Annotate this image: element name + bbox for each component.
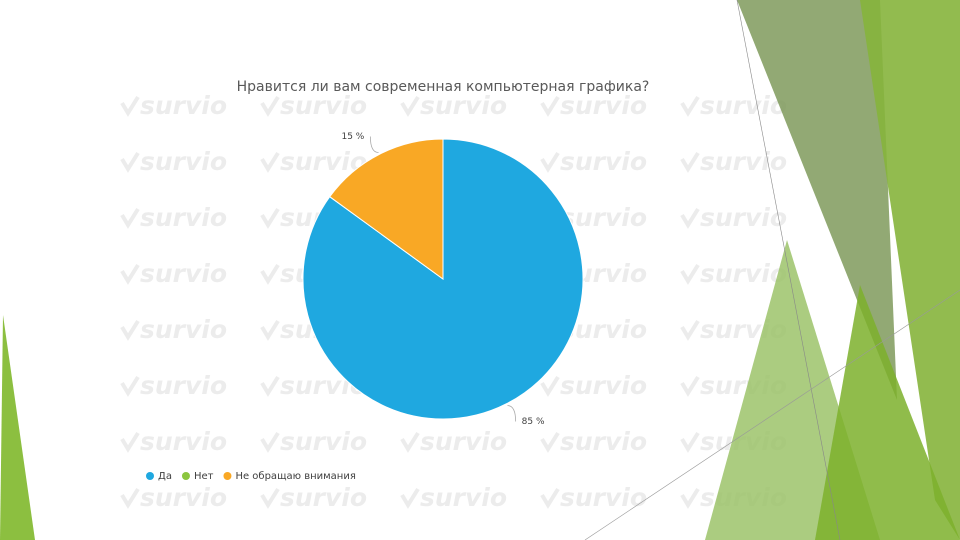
watermark-check bbox=[680, 151, 700, 173]
watermark-check bbox=[260, 151, 280, 173]
triangle bbox=[0, 315, 35, 540]
watermark-text: survio bbox=[140, 427, 227, 456]
watermark-check bbox=[680, 375, 700, 397]
pie-slice bbox=[329, 138, 444, 280]
watermark-text: survio bbox=[140, 371, 227, 400]
watermark-check bbox=[400, 95, 420, 117]
watermark-text: survio bbox=[700, 203, 787, 232]
thin-line bbox=[736, 0, 841, 540]
watermark-check bbox=[120, 207, 140, 229]
watermark-text: survio bbox=[700, 91, 787, 120]
watermark-text: survio bbox=[280, 91, 367, 120]
watermark-check bbox=[540, 375, 560, 397]
watermark-check bbox=[120, 319, 140, 341]
legend-marker bbox=[146, 472, 154, 480]
watermark-check bbox=[260, 95, 280, 117]
watermark-check bbox=[540, 95, 560, 117]
watermark-text: survio bbox=[280, 147, 367, 176]
chart: Нравится ли вам современная компьютерная… bbox=[146, 79, 649, 482]
legend-label: Да bbox=[158, 471, 172, 482]
watermark-check bbox=[260, 319, 280, 341]
watermark-check bbox=[260, 487, 280, 509]
watermark-text: survio bbox=[140, 147, 227, 176]
watermark-check bbox=[540, 431, 560, 453]
data-label: 15 % bbox=[341, 132, 364, 142]
legend-marker bbox=[223, 472, 232, 480]
watermark-text: survio bbox=[560, 147, 647, 176]
watermark-text: survio bbox=[560, 371, 647, 400]
watermark-check bbox=[120, 263, 140, 285]
watermark-check bbox=[400, 487, 420, 509]
watermark-check bbox=[680, 319, 700, 341]
watermark-text: survio bbox=[140, 203, 227, 232]
leader-line bbox=[507, 405, 517, 422]
watermark-check bbox=[120, 151, 140, 173]
watermark-check bbox=[680, 263, 700, 285]
watermark-check bbox=[260, 375, 280, 397]
watermark-check bbox=[120, 95, 140, 117]
watermark-check bbox=[400, 431, 420, 453]
watermark-text: survio bbox=[560, 203, 647, 232]
watermark-check bbox=[260, 431, 280, 453]
chart-title: Нравится ли вам современная компьютерная… bbox=[237, 79, 650, 95]
watermark-check bbox=[120, 487, 140, 509]
watermark-text: survio bbox=[420, 91, 507, 120]
watermark-check bbox=[540, 151, 560, 173]
triangle bbox=[815, 285, 960, 540]
data-label: 85 % bbox=[522, 417, 545, 427]
watermark-text: survio bbox=[560, 483, 647, 512]
legend-label: Нет bbox=[194, 471, 214, 482]
watermark-check bbox=[540, 487, 560, 509]
watermark-check bbox=[680, 431, 700, 453]
legend-marker bbox=[181, 472, 190, 480]
watermark-text: survio bbox=[140, 91, 227, 120]
triangle bbox=[737, 0, 897, 400]
watermark-text: survio bbox=[280, 483, 367, 512]
legend-label: Не обращаю внимания bbox=[235, 471, 355, 482]
watermark-check bbox=[680, 207, 700, 229]
watermark-text: survio bbox=[700, 259, 787, 288]
watermark-check bbox=[260, 263, 280, 285]
watermark-text: survio bbox=[140, 259, 227, 288]
watermark-text: survio bbox=[420, 427, 507, 456]
thin-line bbox=[584, 289, 960, 540]
watermark-text: survio bbox=[280, 427, 367, 456]
watermark-check bbox=[680, 487, 700, 509]
watermark-text: survio bbox=[560, 427, 647, 456]
watermark-text: survio bbox=[700, 147, 787, 176]
leader-line bbox=[369, 136, 379, 153]
watermark-text: survio bbox=[140, 315, 227, 344]
watermark-check bbox=[260, 207, 280, 229]
watermark-check bbox=[120, 431, 140, 453]
triangle bbox=[860, 0, 960, 540]
watermark-text: survio bbox=[420, 483, 507, 512]
watermark-text: survio bbox=[140, 483, 227, 512]
watermark-check bbox=[120, 375, 140, 397]
watermark-check bbox=[680, 95, 700, 117]
watermark-text: survio bbox=[560, 91, 647, 120]
